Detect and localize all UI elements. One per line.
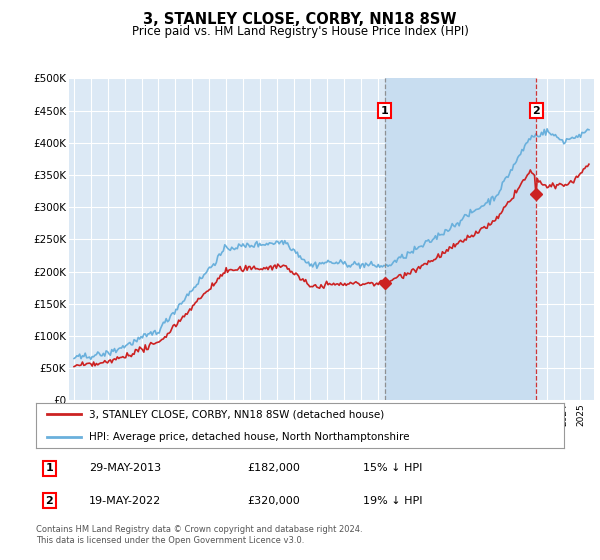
Text: 1: 1 xyxy=(46,464,53,473)
Text: £320,000: £320,000 xyxy=(247,496,300,506)
Text: 3, STANLEY CLOSE, CORBY, NN18 8SW: 3, STANLEY CLOSE, CORBY, NN18 8SW xyxy=(143,12,457,27)
Text: 19% ↓ HPI: 19% ↓ HPI xyxy=(364,496,423,506)
Text: 2: 2 xyxy=(46,496,53,506)
Text: 2: 2 xyxy=(532,106,540,115)
Text: HPI: Average price, detached house, North Northamptonshire: HPI: Average price, detached house, Nort… xyxy=(89,432,409,442)
Bar xyxy=(385,78,536,400)
Text: 1: 1 xyxy=(381,106,389,115)
Text: Contains HM Land Registry data © Crown copyright and database right 2024.
This d: Contains HM Land Registry data © Crown c… xyxy=(36,525,362,545)
Text: £182,000: £182,000 xyxy=(247,464,300,473)
Text: 15% ↓ HPI: 15% ↓ HPI xyxy=(364,464,423,473)
Text: 3, STANLEY CLOSE, CORBY, NN18 8SW (detached house): 3, STANLEY CLOSE, CORBY, NN18 8SW (detac… xyxy=(89,409,384,419)
Text: 29-MAY-2013: 29-MAY-2013 xyxy=(89,464,161,473)
Text: 19-MAY-2022: 19-MAY-2022 xyxy=(89,496,161,506)
Text: Price paid vs. HM Land Registry's House Price Index (HPI): Price paid vs. HM Land Registry's House … xyxy=(131,25,469,38)
